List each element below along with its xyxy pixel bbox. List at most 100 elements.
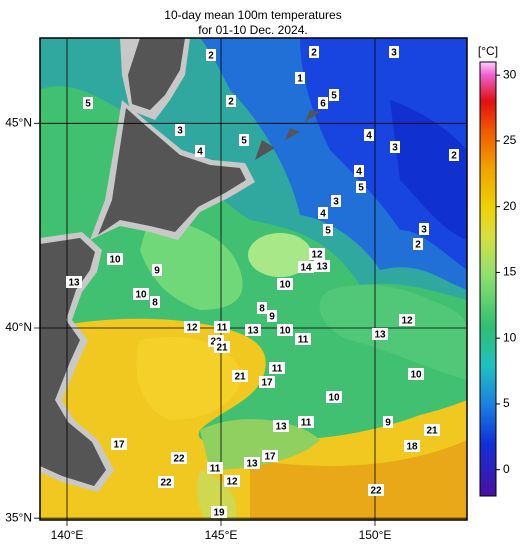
- contour-label-box: [413, 238, 423, 250]
- contour-label-box: [152, 264, 162, 276]
- contour-label-box: [267, 310, 277, 322]
- land: [40, 38, 342, 492]
- contour-label-box: [331, 195, 341, 207]
- contour-label-box: [111, 438, 127, 450]
- contour-label: 13: [246, 459, 258, 470]
- contour-label-box: [399, 314, 415, 326]
- contour-label-box: [277, 324, 293, 336]
- contour-label-box: [232, 370, 248, 382]
- contour-label-box: [195, 145, 205, 157]
- lon-label: 150°E: [359, 528, 392, 542]
- contour-label: 12: [401, 316, 413, 327]
- contour-label-box: [309, 248, 325, 260]
- contour-label-box: [226, 95, 236, 107]
- contour-label: 5: [358, 183, 364, 194]
- contour-label: 8: [152, 298, 158, 309]
- contour-label: 8: [259, 304, 265, 315]
- contour-label-box: [404, 440, 420, 452]
- contour-label: 5: [241, 136, 247, 147]
- contour-label: 3: [421, 225, 427, 236]
- contour-label-box: [269, 362, 285, 374]
- contour-label-box: [298, 261, 314, 273]
- contour-label-box: [390, 141, 400, 153]
- contour-label-box: [133, 288, 149, 300]
- contour-label: 10: [279, 280, 291, 291]
- contour-label: 13: [316, 262, 328, 273]
- colorbar-tick-label: 5: [503, 396, 510, 410]
- lat-label: 40°N: [5, 320, 32, 334]
- contour-label-box: [175, 124, 185, 136]
- contour-label: 13: [247, 326, 259, 337]
- contour-label: 17: [261, 378, 273, 389]
- contour-label: 19: [213, 508, 225, 519]
- contour-label: 22: [160, 478, 172, 489]
- contour-label: 22: [370, 486, 382, 497]
- subtitle: for 01-10 Dec. 2024.: [198, 23, 307, 37]
- colorbar-tick-label: 15: [503, 265, 517, 279]
- contour-label: 3: [392, 143, 398, 154]
- contour-label: 17: [113, 440, 125, 451]
- contour-label-box: [83, 97, 93, 109]
- colorbar-tick-label: 20: [503, 199, 517, 213]
- lon-label: 140°E: [51, 528, 84, 542]
- lon-label: 145°E: [205, 528, 238, 542]
- contour-label: 2: [311, 48, 317, 59]
- contour-label-box: [207, 462, 223, 474]
- contour-label-box: [262, 450, 278, 462]
- contour-label-box: [245, 324, 261, 336]
- contour-label-box: [66, 276, 82, 288]
- contour-label: 17: [264, 452, 276, 463]
- contour-label: 13: [374, 330, 386, 341]
- colorbar-ticks: 0 5 10 15 20 25 30: [496, 67, 517, 476]
- contour-label-box: [449, 149, 459, 161]
- contour-label-box: [224, 475, 240, 487]
- contour-label-box: [239, 134, 249, 146]
- contour-label-box: [206, 49, 216, 61]
- contour-label: 11: [217, 323, 228, 334]
- contour-label-box: [184, 321, 200, 333]
- contour-label: 2: [451, 151, 457, 162]
- contour-label-box: [244, 457, 260, 469]
- contour-label: 5: [325, 226, 331, 237]
- contour-label: 3: [333, 197, 339, 208]
- colorbar-tick-label: 0: [503, 462, 510, 476]
- contour-label-box: [158, 476, 174, 488]
- contour-label: 14: [300, 263, 312, 274]
- contour-label-box: [314, 260, 330, 272]
- contour-label-box: [372, 328, 388, 340]
- contour-label: 4: [366, 131, 372, 142]
- contour-label-box: [107, 253, 123, 265]
- contour-label-box: [171, 452, 187, 464]
- contour-label: 11: [301, 418, 312, 429]
- contour-label-box: [329, 89, 339, 101]
- contour-label: 11: [298, 335, 309, 346]
- colorbar-unit: [°C]: [478, 44, 498, 58]
- contour-label: 3: [177, 126, 183, 137]
- contour-label: 12: [226, 477, 238, 488]
- colorbar-tick-label: 10: [503, 330, 517, 344]
- contour-label: 21: [426, 426, 438, 437]
- contour-label-box: [323, 224, 333, 236]
- map-frame: [39, 37, 468, 521]
- lat-label: 35°N: [5, 510, 32, 524]
- contour-label: 4: [197, 147, 203, 158]
- map-field: [40, 38, 467, 520]
- contour-label-box: [364, 129, 374, 141]
- contour-label: 18: [406, 442, 418, 453]
- contour-label: 2: [208, 51, 214, 62]
- contour-label: 10: [328, 393, 340, 404]
- contour-label: 9: [385, 418, 391, 429]
- colorbar-tick-label: 30: [503, 67, 517, 81]
- contour-label-box: [318, 207, 328, 219]
- contour-label: 5: [85, 99, 91, 110]
- contour-label: 13: [275, 422, 287, 433]
- contour-label-box: [326, 391, 342, 403]
- contour-label: 10: [109, 255, 121, 266]
- contour-label-box: [318, 97, 328, 109]
- contour-label: 13: [68, 278, 80, 289]
- lat-label: 45°N: [5, 115, 32, 129]
- contour-label-box: [277, 278, 293, 290]
- contour-label-box: [295, 72, 305, 84]
